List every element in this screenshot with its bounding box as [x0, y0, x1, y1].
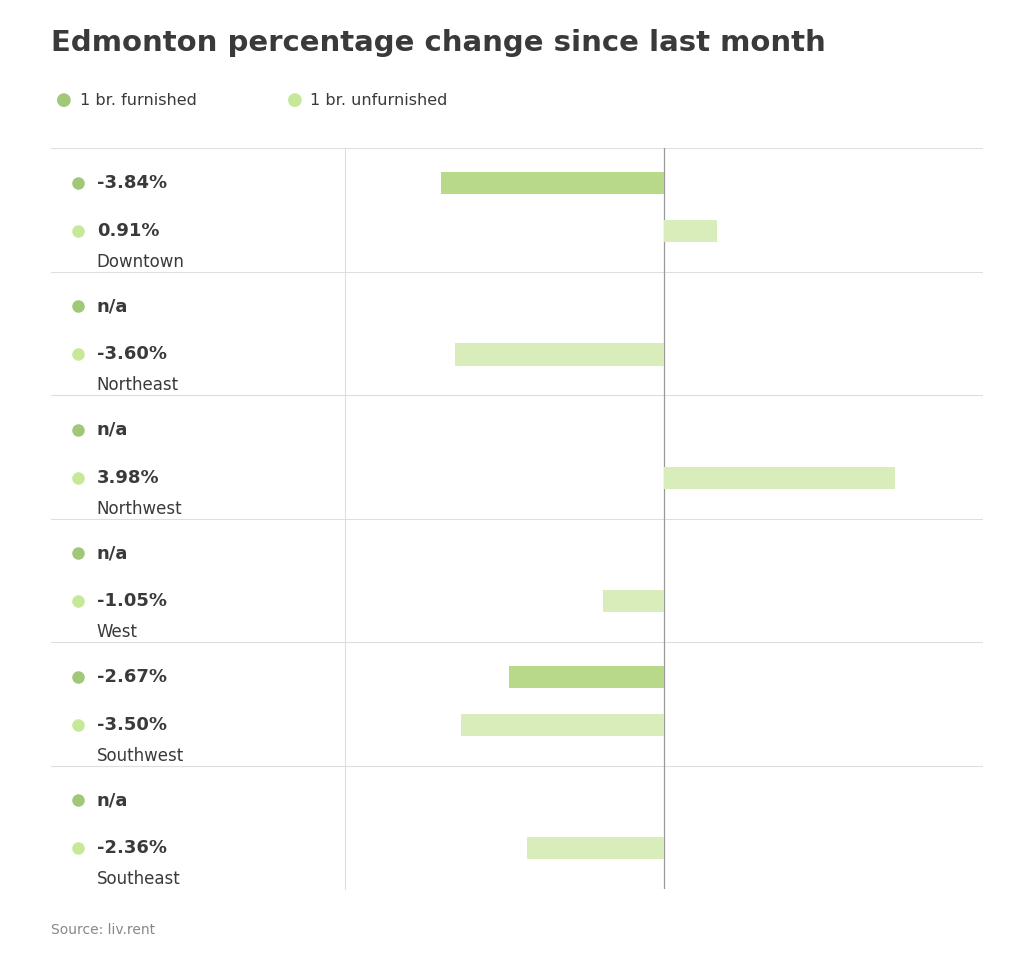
Bar — [664, 467, 895, 489]
Text: n/a: n/a — [96, 297, 128, 315]
Text: ●: ● — [56, 92, 72, 109]
Text: -2.67%: -2.67% — [96, 667, 167, 685]
Text: n/a: n/a — [96, 544, 128, 562]
Text: Southeast: Southeast — [96, 870, 180, 888]
Text: 3.98%: 3.98% — [96, 468, 160, 487]
Text: n/a: n/a — [96, 421, 128, 439]
Text: West: West — [96, 623, 137, 641]
Bar — [461, 714, 664, 736]
Bar — [527, 837, 664, 859]
Text: -3.50%: -3.50% — [96, 716, 167, 734]
Text: Source: liv.rent: Source: liv.rent — [51, 923, 156, 937]
Text: Southwest: Southwest — [96, 747, 184, 765]
Text: 1 br. furnished: 1 br. furnished — [80, 93, 197, 108]
Text: -3.60%: -3.60% — [96, 345, 167, 363]
Bar — [509, 665, 664, 687]
Bar — [441, 172, 664, 194]
Text: -1.05%: -1.05% — [96, 593, 167, 610]
Text: -3.84%: -3.84% — [96, 174, 167, 192]
Text: n/a: n/a — [96, 792, 128, 809]
Text: Downtown: Downtown — [96, 252, 184, 271]
Text: 1 br. unfurnished: 1 br. unfurnished — [310, 93, 447, 108]
Text: Northwest: Northwest — [96, 500, 182, 518]
Text: ●: ● — [287, 92, 302, 109]
Bar — [455, 343, 664, 365]
Text: Northeast: Northeast — [96, 377, 179, 394]
Bar — [603, 590, 664, 613]
Text: -2.36%: -2.36% — [96, 839, 167, 858]
Bar — [664, 220, 717, 242]
Text: Edmonton percentage change since last month: Edmonton percentage change since last mo… — [51, 29, 826, 56]
Text: 0.91%: 0.91% — [96, 222, 159, 240]
